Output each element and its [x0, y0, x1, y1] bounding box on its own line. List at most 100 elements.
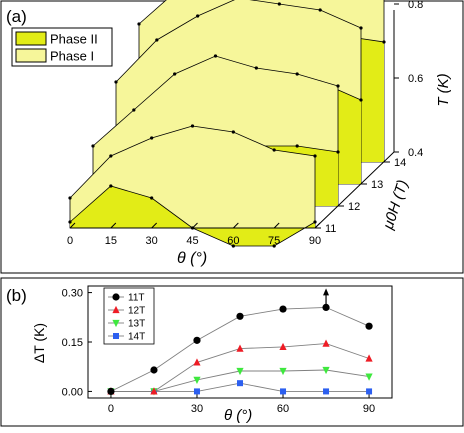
field-tick-label-11: 11 — [325, 223, 336, 235]
theta-tick-label-45: 45 — [186, 235, 198, 247]
point-14T-30 — [193, 388, 200, 395]
phase-ii-point-12T-90 — [336, 150, 340, 154]
panel-a-label: (a) — [6, 7, 27, 26]
point-12T-30 — [193, 358, 201, 366]
point-11T-45 — [236, 312, 244, 320]
theta-tick-label-30: 30 — [146, 235, 158, 247]
y-tick-label-0.30: 0.30 — [62, 288, 83, 300]
point-11T-60 — [279, 305, 287, 313]
legend-marker-13T — [112, 319, 120, 328]
point-11T-0 — [107, 387, 115, 396]
theta-tick-75 — [273, 222, 280, 229]
phase-i-point-13T-90 — [359, 26, 363, 30]
point-13T-90 — [365, 373, 373, 381]
panel-a-x-axis-title: θ (°) — [177, 250, 207, 267]
phase-i-point-13T-15 — [155, 38, 159, 42]
field-tick-label-14: 14 — [394, 157, 406, 169]
legend-swatch-phase-ii — [15, 31, 47, 46]
x-tick-label-90: 90 — [363, 403, 375, 415]
phase-ii-point-11T-15 — [109, 184, 113, 188]
panel-b-y-axis-title: ΔT (K) — [31, 323, 47, 363]
theta-tick-0 — [69, 222, 76, 229]
x-tick-label-60: 60 — [277, 403, 289, 415]
phase-i-point-12T-30 — [173, 72, 177, 76]
point-14T-90 — [366, 388, 373, 395]
phase-i-point-13T-60 — [277, 2, 281, 6]
panel-b-frame — [0, 277, 464, 427]
phase-i-point-12T-90 — [336, 84, 340, 88]
temperature-tick-label-0.6: 0.6 — [408, 73, 423, 85]
series-11T — [107, 303, 373, 396]
phase-i-point-12T-45 — [213, 54, 218, 58]
point-11T-75 — [322, 303, 330, 312]
point-13T-45 — [236, 367, 244, 376]
phase-ii-point-11T-30 — [150, 196, 154, 200]
legend-label-13T: 13T — [128, 319, 145, 330]
temperature-tick-label-0.8: 0.8 — [408, 0, 423, 11]
theta-tick-label-15: 15 — [105, 235, 117, 247]
theta-tick-label-0: 0 — [67, 235, 73, 247]
legend-label-phase-i: Phase I — [50, 49, 94, 64]
phase-i-point-12T-75 — [295, 72, 299, 76]
point-12T-90 — [365, 354, 373, 362]
phase-ii-point-14T-90 — [382, 40, 386, 44]
phase-ii-point-11T-90 — [313, 220, 317, 224]
series-12T — [107, 339, 373, 395]
surface-11T — [68, 124, 317, 248]
phase-ii-point-12T-75 — [295, 144, 299, 148]
phase-ii-point-11T-60 — [231, 244, 235, 248]
point-11T-30 — [193, 336, 201, 344]
theta-tick-label-75: 75 — [268, 235, 280, 247]
point-13T-30 — [193, 376, 201, 384]
phase-i-point-11T-75 — [272, 148, 276, 152]
phase-i-point-11T-15 — [109, 154, 113, 158]
point-12T-15 — [150, 387, 158, 395]
phase-i-point-11T-30 — [150, 136, 154, 140]
phase-i-point-13T-75 — [318, 8, 322, 12]
panel-b-legend: 11T 12T 13T 14T — [103, 287, 155, 345]
phase-i-point-11T-0 — [68, 196, 72, 200]
point-13T-75 — [322, 366, 330, 375]
legend-marker-12T — [112, 305, 120, 314]
point-11T-15 — [150, 366, 158, 374]
phase-ii-point-11T-75 — [272, 244, 276, 248]
y-tick-label-0.00: 0.00 — [62, 386, 83, 398]
point-14T-60 — [280, 388, 287, 395]
phase-i-point-12T-15 — [132, 108, 136, 112]
panel-a-z-axis-title: T (K) — [435, 73, 452, 106]
legend-label-11T: 11T — [128, 293, 145, 304]
theta-tick-45 — [192, 222, 198, 229]
phase-ii-point-13T-90 — [359, 98, 363, 102]
legend-label-12T: 12T — [128, 306, 145, 317]
legend-label-14T: 14T — [128, 332, 145, 343]
field-tick-label-12: 12 — [348, 201, 360, 213]
point-11T-90 — [365, 322, 373, 330]
point-13T-60 — [279, 367, 287, 376]
phase-ii-region-11T — [70, 186, 315, 246]
panel-a-surfaces — [68, 0, 386, 248]
phase-i-point-13T-30 — [196, 14, 200, 18]
theta-tick-label-90: 90 — [309, 235, 321, 247]
panel-b-x-axis-title: θ (°) — [224, 407, 252, 424]
series-14T — [107, 380, 373, 395]
theta-tick-60 — [232, 222, 239, 229]
point-14T-45 — [237, 380, 243, 387]
panel-a-axes: 0 15 30 45 60 75 90 11 12 13 140.4 0.6 0.8 — [67, 0, 423, 247]
panel-b-label: (b) — [6, 286, 27, 305]
y-tick-label-0.15: 0.15 — [62, 337, 83, 349]
temperature-tick-label-0.4: 0.4 — [408, 147, 423, 159]
panel-a-legend: Phase II Phase I — [11, 27, 113, 67]
x-tick-label-0: 0 — [108, 403, 114, 415]
phase-i-point-11T-90 — [313, 154, 317, 158]
x-tick-label-30: 30 — [191, 403, 203, 415]
point-14T-75 — [323, 388, 330, 395]
legend-marker-11T — [112, 293, 120, 301]
phase-ii-point-11T-0 — [68, 220, 72, 224]
panel-a-y-axis-title: μ0H (T) — [379, 178, 411, 232]
annotation-arrow-head — [323, 288, 330, 296]
phase-i-point-11T-60 — [231, 130, 235, 134]
legend-swatch-phase-i — [15, 48, 47, 63]
theta-tick-15 — [110, 222, 117, 229]
